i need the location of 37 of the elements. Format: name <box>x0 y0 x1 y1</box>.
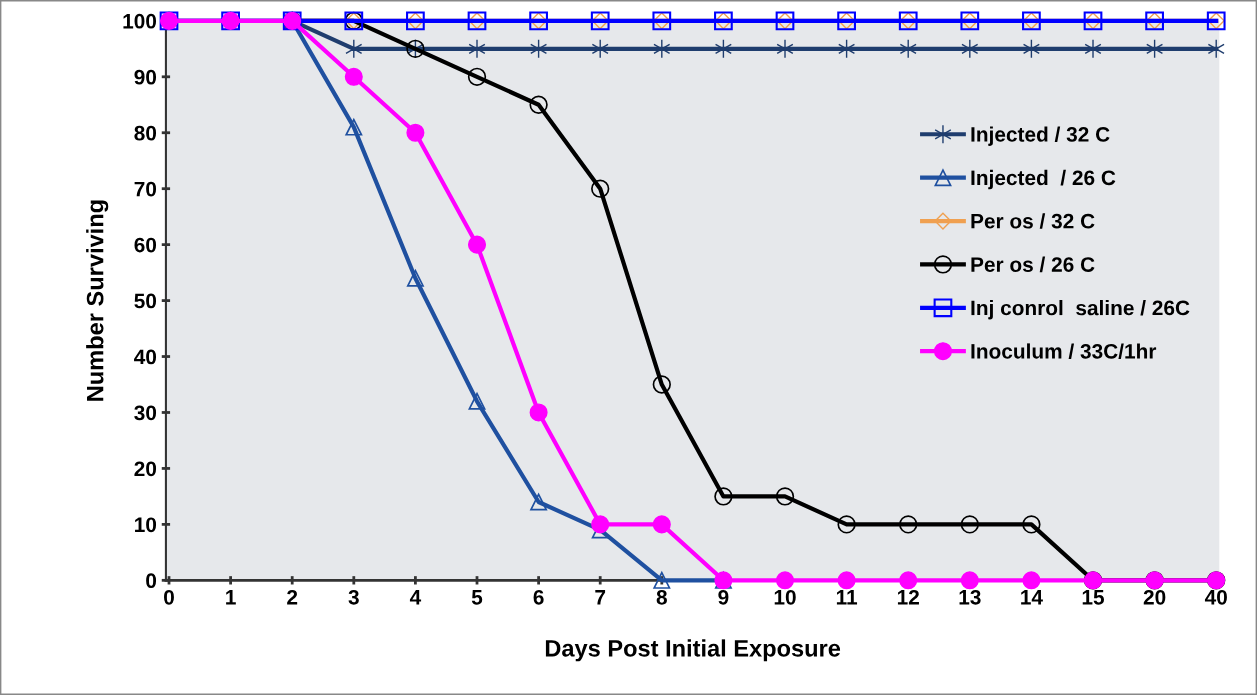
x-tick-label: 40 <box>1204 589 1227 605</box>
x-tick-label: 14 <box>1021 590 1043 605</box>
y-tick-label: 0 <box>146 573 157 589</box>
x-tick-label: 8 <box>656 589 667 605</box>
y-tick-label: 50 <box>134 293 157 309</box>
x-tick-label: 11 <box>836 590 858 605</box>
x-tick-label: 0 <box>164 589 174 605</box>
legend-label: Inj conrol saline / 26C <box>971 300 1190 320</box>
x-tick-label: 13 <box>959 589 981 605</box>
y-tick-label: 30 <box>134 405 157 421</box>
legend-label: Per os / 26 C <box>971 256 1095 273</box>
x-tick-label: 3 <box>348 589 359 605</box>
x-tick-label: 7 <box>595 590 606 605</box>
x-tick-label: 20 <box>1143 589 1166 605</box>
x-axis-title: Days Post Initial Exposure <box>545 639 841 662</box>
y-tick-label: 100 <box>123 13 157 29</box>
y-tick-label: 90 <box>134 69 157 85</box>
y-axis-title: Number Surviving <box>86 200 109 401</box>
x-tick-label: 15 <box>1082 590 1105 605</box>
x-tick-label: 2 <box>287 589 298 605</box>
y-tick-label: 70 <box>134 181 157 197</box>
legend-label: Per os / 32 C <box>971 213 1095 229</box>
x-tick-label: 1 <box>226 590 236 605</box>
x-tick-label: 10 <box>774 589 796 605</box>
y-tick-label: 20 <box>134 461 157 477</box>
y-tick-label: 60 <box>134 237 157 253</box>
legend-label: Injected / 26 C <box>971 169 1116 190</box>
x-tick-label: 9 <box>718 589 729 605</box>
y-tick-label: 40 <box>134 349 157 365</box>
x-tick-label: 4 <box>409 590 422 605</box>
y-tick-label: 10 <box>135 517 157 533</box>
x-tick-label: 12 <box>897 589 919 605</box>
x-tick-label: 5 <box>471 590 483 605</box>
x-tick-label: 6 <box>533 589 544 605</box>
y-tick-label: 80 <box>134 125 157 141</box>
legend-label: Injected / 32 C <box>971 126 1110 146</box>
legend-label: Inoculum / 33C/1hr <box>971 343 1157 359</box>
